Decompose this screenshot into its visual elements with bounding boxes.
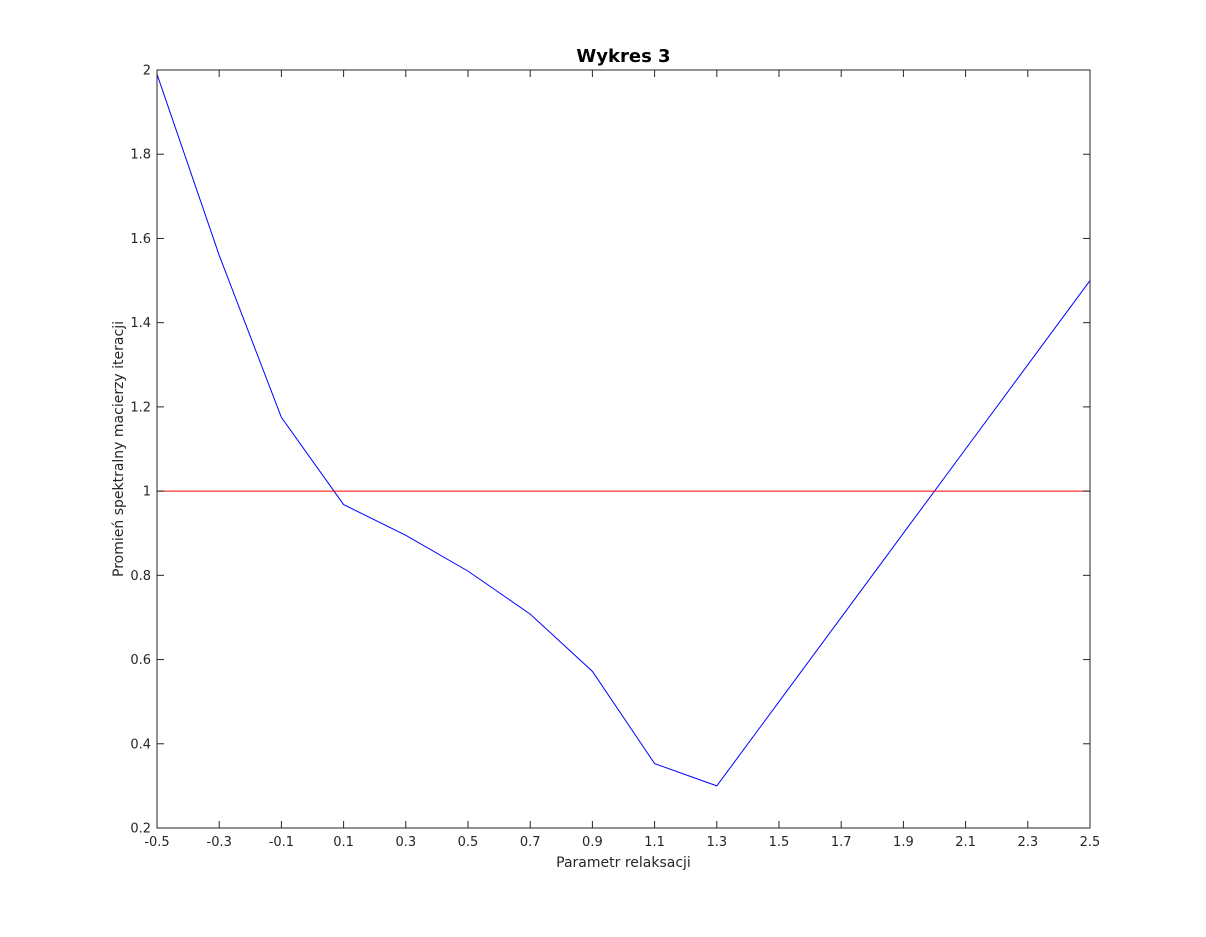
x-tick-label: 2.3 — [1017, 835, 1038, 850]
x-axis-title: Parametr relaksacji — [556, 855, 691, 871]
chart-title: Wykres 3 — [576, 46, 670, 67]
y-tick-label: 1.8 — [130, 148, 151, 163]
x-tick-label: 0.5 — [458, 835, 479, 850]
y-tick-label: 1.6 — [130, 232, 151, 247]
y-tick-label: 1.2 — [130, 400, 151, 415]
axes-box — [156, 69, 1091, 829]
plot-area — [157, 70, 1090, 828]
x-tick-label: 2.1 — [955, 835, 976, 850]
y-tick-label: 0.8 — [130, 569, 151, 584]
x-tick-label: -0.1 — [269, 835, 294, 850]
y-axis-title: Promień spektralny macierzy iteracji — [111, 321, 127, 577]
y-tick-label: 0.6 — [130, 653, 151, 668]
y-tick-label: 1 — [143, 485, 151, 500]
y-tick-label: 1.4 — [130, 316, 151, 331]
y-tick-label: 2 — [143, 64, 151, 79]
x-tick-label: 0.1 — [333, 835, 354, 850]
x-tick-label: 1.3 — [706, 835, 727, 850]
x-tick-label: 0.9 — [582, 835, 603, 850]
ticks-group: -0.5 -0.3 -0.1 0.1 0.3 0.5 0.7 0.9 1.1 1.3 1.5 1.7 1… — [130, 64, 1100, 851]
y-tick-label: 0.2 — [130, 822, 151, 837]
x-tick-label: 0.3 — [395, 835, 416, 850]
x-tick-label: -0.5 — [144, 835, 169, 850]
x-tick-label: -0.3 — [207, 835, 232, 850]
x-tick-label: 0.7 — [520, 835, 541, 850]
y-tick-label: 0.4 — [130, 737, 151, 752]
x-tick-label: 1.7 — [831, 835, 852, 850]
x-tick-label: 1.5 — [769, 835, 790, 850]
x-tick-label: 2.5 — [1080, 835, 1101, 850]
x-tick-label: 1.1 — [644, 835, 665, 850]
x-tick-label: 1.9 — [893, 835, 914, 850]
series-group — [156, 74, 1091, 787]
